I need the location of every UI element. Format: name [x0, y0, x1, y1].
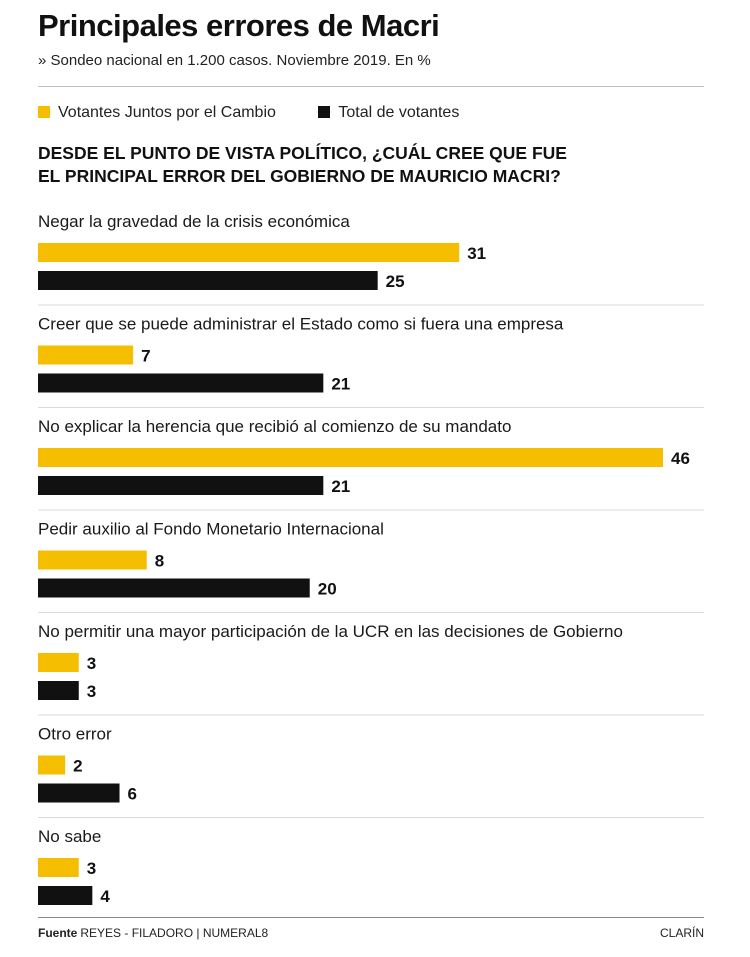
legend-item-juntos: Votantes Juntos por el Cambio [38, 104, 276, 122]
bar [38, 476, 324, 495]
bar-value-label: 3 [87, 859, 96, 878]
bar [38, 783, 120, 803]
bar [38, 681, 79, 700]
legend-swatch-yellow [38, 106, 50, 118]
category-label: Negar la gravedad de la crisis económica [38, 212, 350, 231]
brand-label: CLARÍN [659, 926, 704, 940]
legend-label-total: Total de votantes [338, 104, 460, 121]
bar-value-label: 6 [128, 785, 137, 804]
question-line-2: EL PRINCIPAL ERROR DEL GOBIERNO DE MAURI… [38, 166, 561, 186]
bar [38, 550, 147, 570]
bar-value-label: 20 [318, 580, 337, 599]
chart-subtitle: » Sondeo nacional en 1.200 casos. Noviem… [38, 52, 431, 69]
legend-swatch-black [318, 106, 331, 118]
category-label: No explicar la herencia que recibió al c… [38, 417, 511, 436]
bar [38, 373, 324, 393]
bar [38, 448, 663, 467]
bar-value-label: 21 [331, 477, 350, 496]
bar [38, 653, 79, 672]
question-line-1: DESDE EL PUNTO DE VISTA POLÍTICO, ¿CUÁL … [38, 143, 567, 163]
source-note: Fuente REYES - FILADORO | NUMERAL8 [38, 926, 268, 940]
bar-value-label: 7 [141, 347, 150, 366]
bar-value-label: 46 [671, 449, 690, 468]
source-label: Fuente [38, 926, 78, 940]
category-label: Pedir auxilio al Fondo Monetario Interna… [38, 520, 384, 539]
bar [38, 886, 93, 905]
bar-value-label: 31 [467, 244, 486, 263]
legend: Votantes Juntos por el Cambio Total de v… [38, 104, 497, 122]
top-divider [38, 86, 704, 87]
bar-value-label: 3 [87, 654, 96, 673]
bar-chart: Negar la gravedad de la crisis económica… [38, 212, 704, 906]
bar [38, 271, 378, 290]
source-text: REYES - FILADORO | NUMERAL8 [80, 926, 269, 940]
bar-value-label: 4 [100, 887, 110, 906]
bar [38, 345, 134, 365]
category-label: No sabe [38, 827, 101, 846]
bar-value-label: 25 [386, 272, 405, 291]
question: DESDE EL PUNTO DE VISTA POLÍTICO, ¿CUÁL … [38, 142, 567, 188]
bar [38, 858, 79, 877]
category-label: No permitir una mayor participación de l… [38, 622, 623, 641]
bottom-divider [38, 917, 704, 918]
legend-item-total: Total de votantes [318, 104, 459, 122]
bar [38, 755, 66, 775]
category-label: Otro error [38, 725, 112, 744]
bar-value-label: 2 [73, 757, 82, 776]
category-label: Creer que se puede administrar el Estado… [38, 315, 564, 334]
legend-label-juntos: Votantes Juntos por el Cambio [58, 104, 276, 121]
bar-value-label: 8 [155, 552, 164, 571]
bar [38, 578, 310, 598]
bar-value-label: 3 [87, 682, 96, 701]
chart-title: Principales errores de Macri [38, 8, 440, 43]
bar [38, 243, 460, 262]
bar-value-label: 21 [331, 375, 350, 394]
